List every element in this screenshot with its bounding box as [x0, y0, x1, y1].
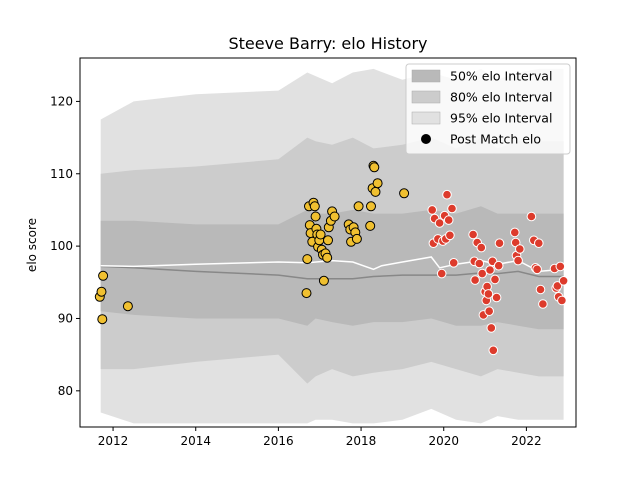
- data-point: [468, 229, 478, 240]
- data-point: [399, 188, 410, 199]
- data-point: [329, 211, 340, 222]
- data-point: [488, 345, 499, 356]
- data-point: [302, 254, 313, 265]
- data-point: [486, 323, 497, 333]
- data-point: [494, 238, 505, 248]
- data-point: [526, 211, 537, 222]
- data-point: [491, 292, 502, 303]
- axes: 2012 2014 2016 2018 2020 2022 80 90 100 110 120: [50, 57, 577, 448]
- legend-swatch: [411, 111, 441, 125]
- data-point: [555, 261, 566, 272]
- data-point: [538, 299, 548, 309]
- x-tick-label: 2020: [428, 434, 459, 448]
- data-point: [558, 276, 569, 286]
- x-tick-label: 2016: [263, 434, 294, 448]
- data-point: [483, 289, 494, 299]
- legend-label: 80% elo Interval: [450, 90, 552, 105]
- legend-label: 50% elo Interval: [450, 69, 552, 84]
- data-point: [513, 255, 523, 266]
- data-point: [436, 268, 447, 279]
- legend-box: [405, 63, 571, 155]
- data-point: [552, 281, 563, 291]
- data-point: [534, 238, 544, 248]
- data-point: [427, 205, 438, 215]
- data-point: [557, 295, 567, 306]
- data-point: [445, 230, 455, 241]
- plot-area: [94, 68, 569, 424]
- x-tick-label: 2022: [511, 434, 542, 448]
- chart-title: Steeve Barry: elo History: [228, 34, 427, 53]
- data-point: [448, 258, 459, 268]
- data-point: [485, 265, 495, 275]
- data-point: [366, 201, 376, 212]
- data-point: [490, 274, 500, 285]
- data-point: [309, 201, 320, 212]
- y-tick-label: 120: [50, 94, 73, 108]
- legend: 50% elo Interval 80% elo Interval 95% elo …: [405, 63, 571, 155]
- data-point: [318, 275, 329, 286]
- y-tick-label: 100: [50, 239, 73, 253]
- y-tick-label: 110: [50, 167, 73, 181]
- data-point: [315, 229, 326, 240]
- data-point: [365, 220, 376, 231]
- data-point: [122, 301, 133, 312]
- data-point: [323, 235, 333, 246]
- x-tick-label: 2014: [180, 434, 211, 448]
- data-point: [474, 258, 485, 269]
- data-point: [535, 284, 546, 295]
- data-point: [470, 275, 480, 285]
- data-point: [515, 244, 525, 254]
- data-point: [372, 178, 383, 189]
- y-tick-label: 80: [58, 384, 73, 398]
- data-point: [532, 264, 542, 275]
- legend-label: 95% elo Interval: [450, 111, 552, 126]
- data-point: [369, 162, 380, 173]
- legend-swatch: [411, 69, 441, 83]
- data-point: [301, 288, 312, 299]
- data-point: [353, 201, 364, 212]
- data-point: [98, 270, 109, 281]
- data-point: [510, 227, 520, 238]
- data-point: [484, 306, 495, 317]
- legend-label: Post Match elo: [450, 132, 541, 147]
- data-point: [96, 286, 107, 297]
- data-point: [310, 211, 321, 222]
- x-tick-label: 2018: [346, 434, 377, 448]
- data-point: [97, 314, 108, 325]
- legend-swatch: [411, 90, 441, 104]
- axes-frame: [79, 57, 577, 428]
- x-tick-label: 2012: [98, 434, 129, 448]
- data-point: [442, 189, 452, 200]
- data-point: [370, 186, 381, 197]
- y-tick-label: 90: [58, 311, 73, 325]
- data-point: [322, 252, 333, 263]
- mean-elo-line: [100, 265, 564, 280]
- y-axis-label: elo score: [25, 218, 39, 272]
- legend-marker: [421, 134, 431, 144]
- data-point: [477, 268, 488, 279]
- data-point: [447, 203, 457, 214]
- data-point: [351, 233, 362, 244]
- data-point: [476, 242, 487, 253]
- data-point: [434, 218, 445, 228]
- data-point: [493, 260, 504, 271]
- data-point: [443, 215, 454, 225]
